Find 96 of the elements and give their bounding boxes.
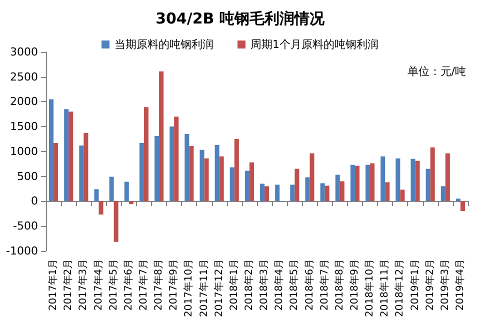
bar [219, 156, 224, 202]
x-tick-label: 2018年10月 [364, 258, 376, 318]
bar [204, 158, 209, 202]
x-tick-label: 2018年8月 [333, 258, 346, 311]
x-tick-label: 2018年3月 [258, 258, 270, 311]
bar [230, 167, 234, 202]
bar [460, 201, 465, 212]
bar [84, 133, 88, 202]
y-tick-label: 0 [31, 194, 38, 208]
x-tick-label: 2019年3月 [438, 258, 451, 311]
bar [415, 160, 420, 202]
bar [170, 126, 174, 202]
x-tick-label: 2018年2月 [242, 258, 255, 311]
x-tick-label: 2017年2月 [62, 258, 74, 311]
bar [64, 109, 69, 202]
x-tick-label: 2018年5月 [288, 258, 300, 311]
legend-label: 当期原料的吨钢利润 [114, 38, 214, 51]
bar [294, 168, 300, 202]
chart-title: 304/2B 吨钢毛利润情况 [156, 10, 326, 28]
bar [396, 158, 400, 202]
bar [189, 146, 194, 202]
bar [275, 184, 280, 202]
x-tick-label: 2017年5月 [107, 258, 120, 311]
x-tick-label: 2017年7月 [137, 258, 150, 311]
annotation: 单位：元/吨 [407, 65, 466, 78]
bar [249, 162, 254, 202]
x-tick-label: 2018年11月 [378, 258, 391, 318]
bar [305, 177, 310, 202]
y-tick-label: 3000 [10, 46, 38, 58]
bar [68, 112, 74, 202]
x-tick-label: 2018年12月 [394, 258, 406, 318]
x-tick-label: 2018年4月 [273, 258, 286, 311]
x-tick-label: 2018年6月 [303, 258, 316, 311]
bar [385, 182, 390, 202]
bar [456, 198, 460, 202]
x-tick-label: 2017年3月 [77, 258, 90, 311]
x-tick-label: 2018年1月 [228, 258, 240, 311]
bar [128, 201, 134, 204]
bar [324, 186, 330, 202]
bar [380, 156, 386, 202]
bar [184, 134, 190, 202]
bar [174, 116, 179, 202]
bar [200, 150, 204, 202]
x-tick-label: 2019年1月 [408, 258, 421, 311]
bar [320, 183, 325, 202]
y-tick-label: 2500 [10, 70, 38, 84]
bar [290, 184, 295, 202]
bar [49, 99, 54, 202]
bar [244, 170, 250, 202]
bar [98, 201, 104, 215]
x-tick-label: 2017年12月 [212, 258, 225, 318]
y-tick-label: 1500 [10, 120, 38, 134]
bar [370, 163, 375, 202]
x-tick-label: 2019年2月 [424, 258, 436, 311]
x-tick-label: 2019年4月 [454, 258, 466, 311]
bar [340, 181, 344, 202]
bar [440, 186, 446, 202]
legend-label: 周期1个月原料的吨钢利润 [250, 38, 378, 51]
y-tick-label: -1000 [6, 244, 38, 258]
bar [54, 142, 58, 202]
bar [366, 164, 370, 202]
x-tick-label: 2017年11月 [198, 258, 210, 318]
bar [445, 153, 450, 202]
y-tick-label: 2000 [10, 95, 38, 108]
bar [260, 184, 265, 202]
bar [159, 71, 164, 202]
x-tick-label: 2017年8月 [152, 258, 165, 311]
bar [264, 186, 270, 202]
y-tick-label: 500 [17, 170, 38, 183]
bar [234, 138, 239, 202]
y-tick-label: 1000 [10, 144, 38, 158]
bar [430, 147, 435, 202]
bar [94, 189, 99, 202]
bar [354, 166, 360, 202]
x-tick-label: 2017年10月 [182, 258, 195, 318]
x-tick-label: 2017年1月 [47, 258, 60, 311]
x-tick-label: 2017年4月 [92, 258, 104, 311]
bar [310, 153, 314, 202]
bar [400, 190, 405, 202]
bar [214, 144, 220, 202]
bar [154, 136, 160, 202]
bar [114, 201, 118, 242]
x-tick-label: 2018年9月 [348, 258, 360, 311]
bar [109, 176, 114, 202]
bar [426, 168, 430, 202]
bar [139, 142, 144, 202]
bar [410, 158, 416, 202]
y-tick-label: -500 [13, 219, 38, 232]
x-tick-label: 2018年7月 [318, 258, 330, 311]
bar [79, 145, 84, 202]
x-tick-label: 2017年6月 [122, 258, 134, 311]
bar [350, 164, 355, 202]
x-tick-label: 2017年9月 [168, 258, 180, 311]
bar [335, 174, 340, 202]
bar [144, 107, 148, 202]
bar [124, 182, 129, 202]
